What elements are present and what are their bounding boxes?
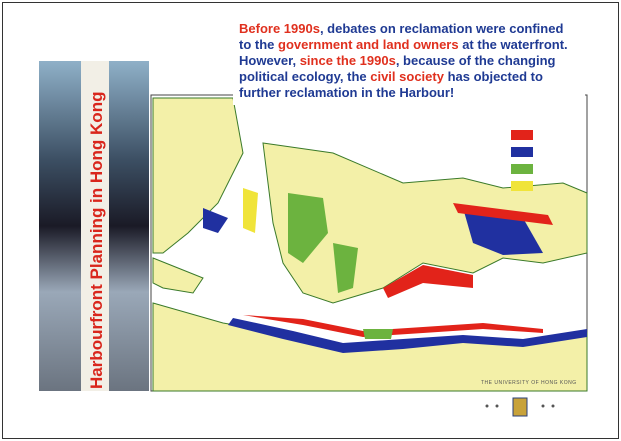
callout-text: Before 1990s, debates on reclamation wer… bbox=[233, 17, 585, 105]
reclamation bbox=[363, 329, 393, 339]
highlight-text: Before 1990s bbox=[239, 21, 320, 36]
dot bbox=[486, 405, 489, 408]
vertical-title: Harbourfront Planning in Hong Kong bbox=[87, 92, 107, 389]
legend-swatch bbox=[511, 181, 533, 191]
page: Before 1990s, debates on reclamation wer… bbox=[0, 0, 621, 441]
dot bbox=[542, 405, 545, 408]
logo-text: THE UNIVERSITY OF HONG KONG bbox=[481, 380, 577, 386]
photo-strip bbox=[109, 61, 149, 391]
highlight-text: since the 1990s bbox=[300, 53, 396, 68]
highlight-text: civil society bbox=[370, 69, 444, 84]
logo-crest bbox=[513, 398, 527, 416]
highlight-text: government and land owners bbox=[278, 37, 459, 52]
slide: Before 1990s, debates on reclamation wer… bbox=[2, 2, 619, 439]
legend-swatch bbox=[511, 130, 533, 140]
dot bbox=[552, 405, 555, 408]
legend-swatch bbox=[511, 164, 533, 174]
legend-swatch bbox=[511, 147, 533, 157]
dot bbox=[496, 405, 499, 408]
photo-strip bbox=[39, 61, 81, 391]
